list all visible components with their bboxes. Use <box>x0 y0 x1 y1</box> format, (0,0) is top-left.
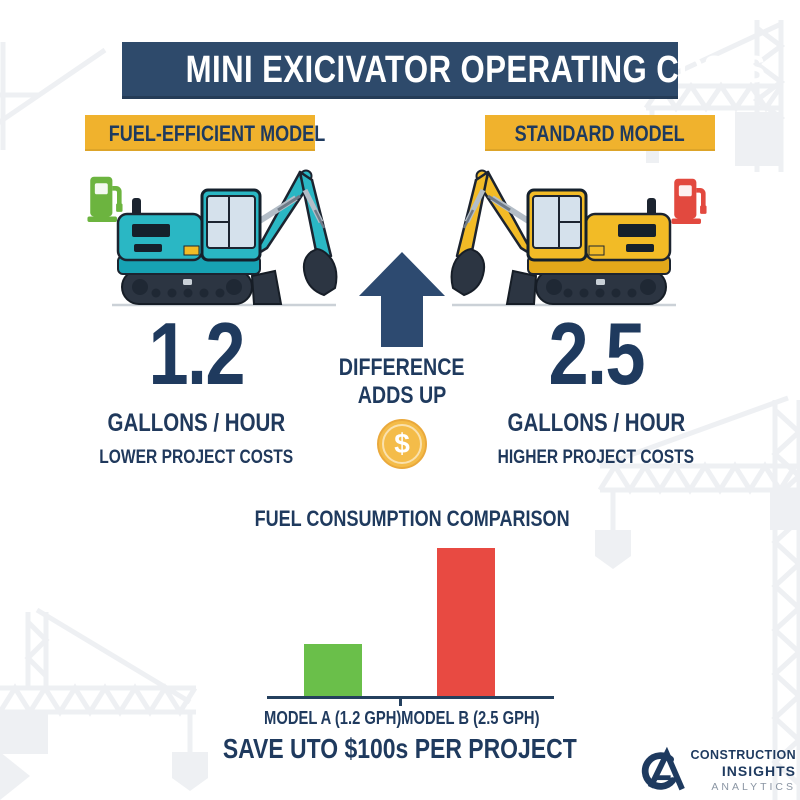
difference-label-line2: ADDS UP <box>357 382 447 410</box>
difference-label-line1: DIFFERENCE <box>339 354 465 381</box>
page-title: MINI EXICIVATOR OPERATING COSTS <box>185 49 766 91</box>
logo-line-construction: CONSTRUCTION <box>690 748 796 762</box>
title-banner: MINI EXICIVATOR OPERATING COSTS <box>122 42 765 99</box>
chart-axis-tick <box>399 699 402 706</box>
brand-logo: CONSTRUCTION INSIGHTS ANALYTICS <box>638 742 796 800</box>
chart-title: FUEL CONSUMPTION COMPARISON <box>220 506 580 532</box>
right-stat-value: 2.5 <box>548 304 645 403</box>
left-stat-value: 1.2 <box>148 304 245 403</box>
bar-model-b <box>437 548 495 696</box>
bar-label-model-a: MODEL A (1.2 GPH) <box>238 708 428 729</box>
left-model-banner: FUEL-EFFICIENT MODEL <box>85 115 325 151</box>
right-stats-block: 2.5 GALLONS / HOUR HIGHER PROJECT COSTS <box>466 304 726 469</box>
difference-label: DIFFERENCE ADDS UP <box>325 354 479 411</box>
right-model-banner: STANDARD MODEL <box>485 115 715 151</box>
dollar-coin-icon: $ <box>377 419 427 469</box>
left-stat-unit: GALLONS / HOUR <box>107 408 285 437</box>
right-stat-note: HIGHER PROJECT COSTS <box>497 446 695 468</box>
left-model-banner-label: FUEL-EFFICIENT MODEL <box>108 121 326 146</box>
bar-model-a <box>304 644 362 696</box>
bar-label-model-a-text: MODEL A (1.2 GPH) <box>264 708 402 728</box>
logo-text-block: CONSTRUCTION INSIGHTS ANALYTICS <box>690 748 796 796</box>
left-stat-note: LOWER PROJECT COSTS <box>99 446 293 468</box>
ca-monogram-icon <box>641 746 685 791</box>
left-stats-block: 1.2 GALLONS / HOUR LOWER PROJECT COSTS <box>66 304 326 469</box>
logo-line-insights: INSIGHTS <box>721 763 796 779</box>
right-stat-unit: GALLONS / HOUR <box>507 408 685 437</box>
excavator-teal-illustration <box>108 158 340 310</box>
bar-label-model-b-text: MODEL B (2.5 GPH) <box>400 708 540 728</box>
bar-label-model-b: MODEL B (2.5 GPH) <box>375 708 565 729</box>
savings-footer: SAVE UTO $100s PER PROJECT <box>180 733 620 765</box>
coin-dollar-symbol: $ <box>394 428 410 459</box>
up-arrow-icon <box>359 252 445 347</box>
excavator-yellow-illustration <box>448 158 680 310</box>
logo-line-analytics: ANALYTICS <box>711 780 796 793</box>
chart-title-text: FUEL CONSUMPTION COMPARISON <box>254 506 570 531</box>
chart-axis-line <box>267 696 554 699</box>
coin-inner-ring <box>382 424 422 464</box>
savings-footer-text: SAVE UTO $100s PER PROJECT <box>223 733 577 764</box>
right-model-banner-label: STANDARD MODEL <box>514 121 686 146</box>
